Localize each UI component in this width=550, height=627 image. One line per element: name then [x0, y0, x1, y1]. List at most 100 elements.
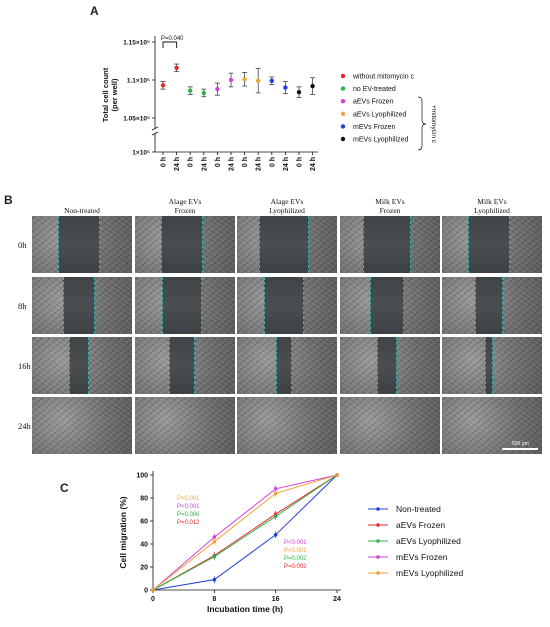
c-p-value-16h: P<0.001: [284, 548, 307, 554]
a-y-tick-label: 1.05×10⁵: [123, 116, 150, 123]
a-y-axis-label-line: Total cell count: [101, 67, 110, 122]
c-data-point: [273, 491, 278, 496]
b-micrograph: [442, 397, 542, 454]
c-series-line: [152, 474, 338, 591]
c-y-tick-label: 40: [140, 542, 148, 549]
b-micrograph: [135, 216, 235, 273]
c-data-point: [212, 539, 217, 544]
b-column-label-line: Frozen: [174, 206, 196, 215]
b-micrograph: [237, 337, 337, 394]
b-wound-gap: [58, 216, 100, 273]
panel-c-letter: C: [60, 481, 69, 495]
a-data-point: [174, 65, 179, 71]
b-wound-gap: [468, 216, 510, 273]
a-x-tick-label: 24 h: [174, 157, 181, 171]
a-x-tick-label: 24 h: [256, 157, 263, 171]
a-legend-label: without mitomycin c: [352, 74, 415, 81]
b-micrograph: [340, 216, 440, 273]
c-p-value-8h: P=0.012: [177, 520, 200, 526]
b-wound-gap: [264, 277, 304, 334]
b-micrograph: [237, 397, 337, 454]
b-wound-gap: [162, 277, 202, 334]
b-column-label-line: Milk EVs: [375, 197, 405, 206]
c-data-point: [212, 535, 217, 539]
c-x-axis-label: Incubation time (h): [207, 604, 283, 614]
a-axis-break-2: [151, 131, 159, 136]
b-micrograph: [442, 337, 542, 394]
b-micrograph: [32, 216, 132, 273]
a-y-axis-label-line: (per well): [110, 78, 119, 111]
a-data-point: [310, 83, 315, 89]
c-data-point: [212, 577, 217, 582]
b-column-label-line: Lyophilized: [269, 206, 305, 215]
b-wound-gap: [69, 337, 89, 394]
c-legend-label: mEVs Lyophilized: [396, 568, 464, 578]
a-data-point: [283, 85, 288, 90]
a-x-tick-label: 0 h: [215, 157, 222, 167]
a-axis-break-1: [151, 126, 159, 131]
c-x-tick-label: 8: [212, 596, 216, 603]
a-legend-marker: [340, 73, 346, 79]
panel-c-chart: 0 20 40 60 80 100 0 8 16 24 Incubation time (h) Cel…: [118, 471, 464, 614]
b-column-label-line: Alage EVs: [168, 197, 202, 206]
b-scale-bar: [502, 448, 538, 450]
b-micrograph: [32, 337, 132, 394]
c-legend-label: mEVs Frozen: [396, 552, 448, 562]
b-column-label-line: Lyophilized: [474, 206, 510, 215]
a-legend-marker: [340, 111, 346, 117]
panel-b-micrographs: Non-treated Alage EVs Frozen Alage EVs Lyoph…: [0, 190, 550, 460]
c-data-point: [212, 554, 217, 559]
b-micrograph: [442, 277, 542, 334]
a-legend-label: no EV-treated: [353, 86, 396, 93]
a-brace: [417, 96, 427, 151]
a-data-point: [228, 77, 234, 83]
b-micrograph: [135, 277, 235, 334]
c-legend-marker: [376, 507, 380, 511]
a-x-tick-label: 0 h: [161, 157, 168, 167]
b-micrograph: [442, 216, 542, 273]
b-column-label: Alage EVs Lyophilized: [237, 197, 337, 215]
c-series-line: [152, 474, 338, 591]
b-micrograph: [340, 337, 440, 394]
a-legend-marker: [340, 136, 346, 142]
b-micrograph: [237, 277, 337, 334]
a-legend-marker: [340, 99, 346, 104]
b-micrograph: [340, 277, 440, 334]
a-x-tick-label: 24 h: [310, 157, 317, 171]
b-column-label-line: Alage EVs: [270, 197, 304, 206]
c-legend-label: aEVs Lyophilized: [396, 536, 461, 546]
a-data-point: [201, 90, 206, 96]
b-row-label: 0h: [18, 240, 27, 250]
a-legend-label: mEVs Frozen: [353, 124, 396, 131]
a-legend-label: aEVs Frozen: [353, 99, 394, 106]
b-row-label: 24h: [18, 421, 31, 431]
b-micrograph: [237, 216, 337, 273]
c-p-value-16h: P=0.002: [284, 564, 307, 570]
c-data-point: [151, 588, 155, 592]
c-p-value-8h: P=0.006: [177, 512, 200, 518]
a-x-tick-label: 0 h: [242, 157, 249, 167]
c-y-tick-label: 20: [140, 565, 148, 572]
a-data-point: [188, 88, 193, 93]
c-y-tick-label: 60: [140, 519, 148, 526]
c-series-line: [152, 474, 338, 591]
panel-b-letter: B: [4, 193, 13, 207]
b-column-label-line: Non-treated: [64, 206, 100, 215]
panel-a-letter: A: [90, 4, 99, 18]
b-wound-gap: [276, 337, 292, 394]
a-y-axis-label: Total cell count(per well): [101, 67, 119, 122]
c-series-line: [152, 474, 338, 591]
c-legend-marker: [376, 523, 380, 527]
a-x-tick-label: 24 h: [283, 157, 290, 171]
b-wound-gap: [485, 337, 493, 394]
c-legend-marker: [376, 571, 380, 575]
c-data-point: [273, 514, 278, 519]
b-wound-gap: [63, 277, 95, 334]
a-y-tick-label: 1×10⁵: [132, 150, 150, 157]
c-y-axis-label: Cell migration (%): [118, 496, 128, 568]
b-wound-gap: [363, 216, 411, 273]
c-legend-marker: [376, 539, 380, 543]
c-y-tick-label: 100: [136, 473, 148, 480]
b-wound-gap: [161, 216, 203, 273]
b-wound-gap: [169, 337, 195, 394]
